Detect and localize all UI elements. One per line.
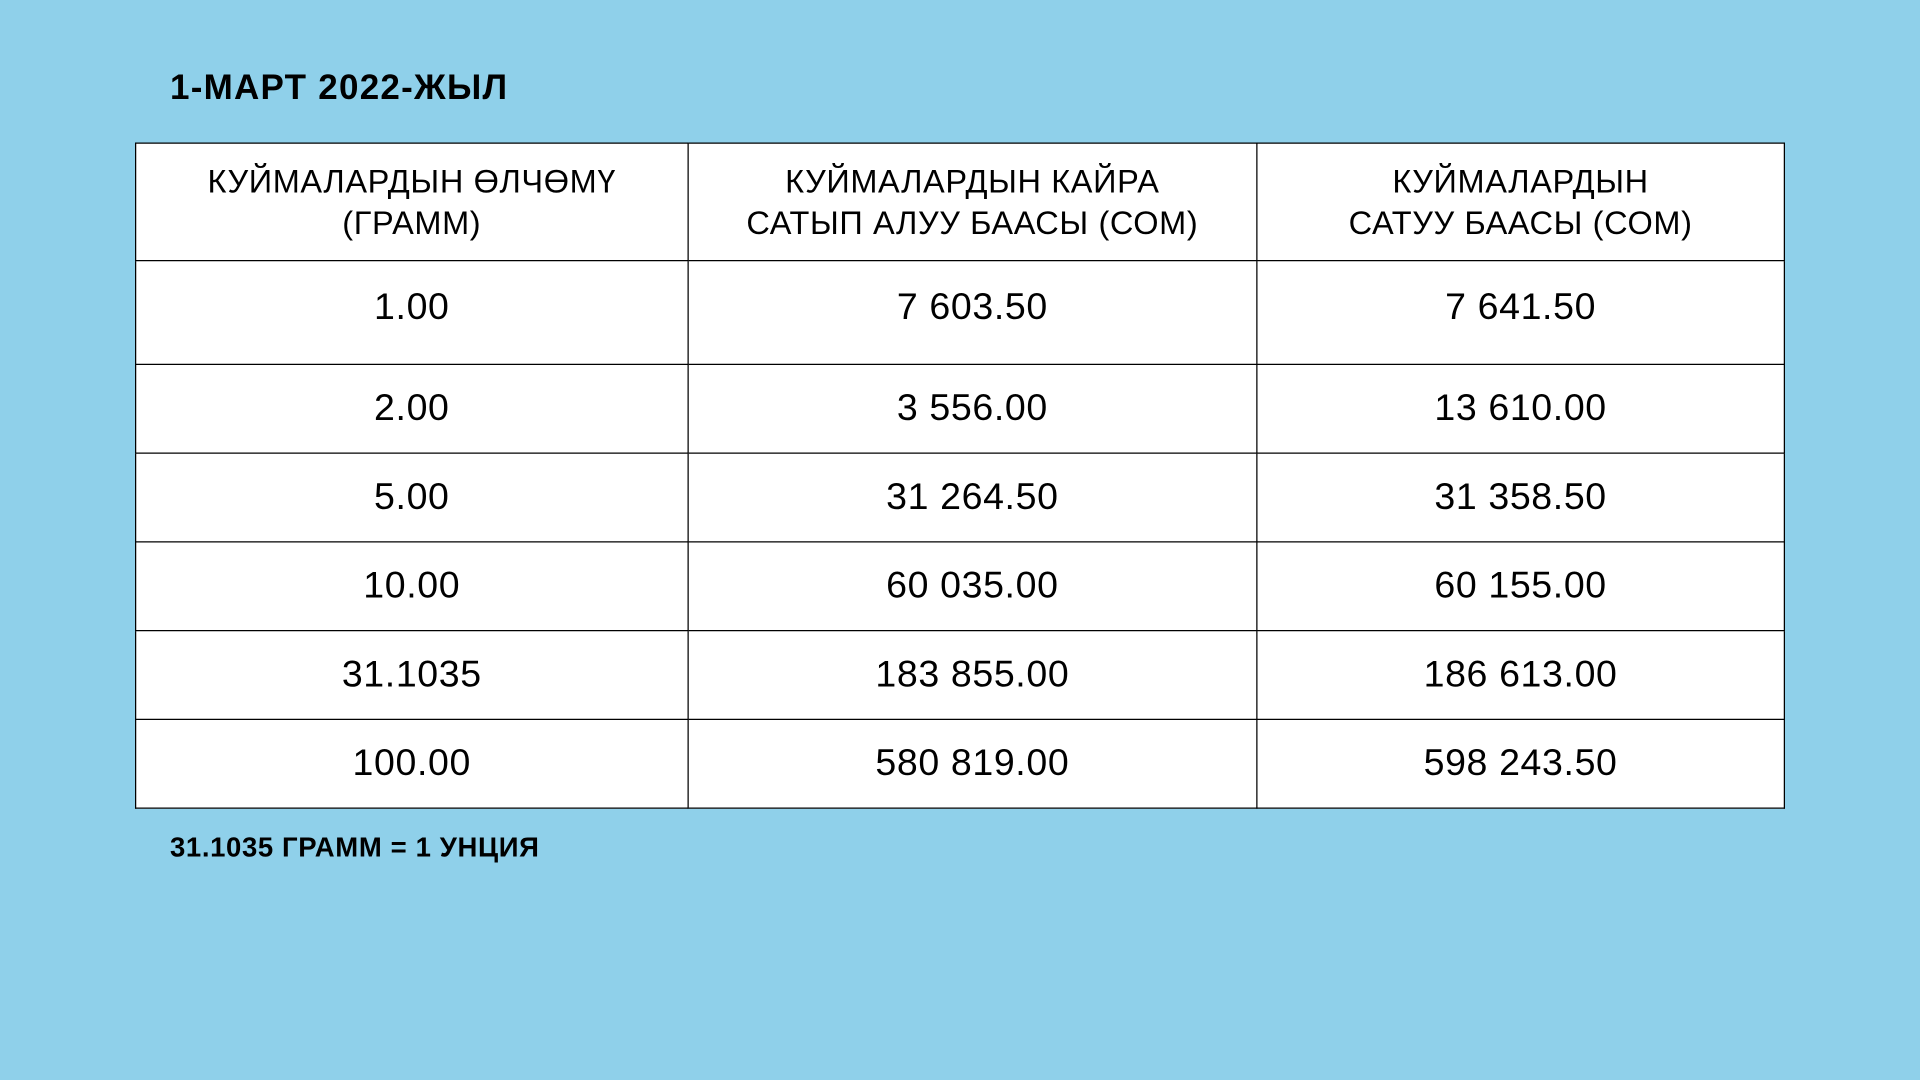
cell-sell: 7 641.50 xyxy=(1257,261,1785,365)
cell-buy: 31 264.50 xyxy=(688,453,1257,542)
cell-sell: 13 610.00 xyxy=(1257,364,1785,453)
table-row: 31.1035 183 855.00 186 613.00 xyxy=(136,631,1785,720)
cell-size: 31.1035 xyxy=(136,631,688,720)
table-row: 10.00 60 035.00 60 155.00 xyxy=(136,542,1785,631)
date-title: 1-МАРТ 2022-ЖЫЛ xyxy=(170,68,1785,108)
table-header-row: КУЙМАЛАРДЫН ӨЛЧӨМҮ (ГРАММ) КУЙМАЛАРДЫН К… xyxy=(136,143,1785,261)
cell-buy: 60 035.00 xyxy=(688,542,1257,631)
cell-size: 2.00 xyxy=(136,364,688,453)
header-sell-l2: САТУУ БААСЫ (СОМ) xyxy=(1349,203,1693,241)
cell-sell: 60 155.00 xyxy=(1257,542,1785,631)
header-size-l1: КУЙМАЛАРДЫН ӨЛЧӨМҮ xyxy=(208,163,617,201)
cell-size: 5.00 xyxy=(136,453,688,542)
table-row: 5.00 31 264.50 31 358.50 xyxy=(136,453,1785,542)
cell-buy: 183 855.00 xyxy=(688,631,1257,720)
table-row: 1.00 7 603.50 7 641.50 xyxy=(136,261,1785,365)
header-buy-l2: САТЫП АЛУУ БААСЫ (СОМ) xyxy=(746,203,1198,241)
footnote: 31.1035 ГРАММ = 1 УНЦИЯ xyxy=(170,831,1785,864)
cell-sell: 186 613.00 xyxy=(1257,631,1785,720)
header-buy-l1: КУЙМАЛАРДЫН КАЙРА xyxy=(785,163,1159,201)
table-row: 2.00 3 556.00 13 610.00 xyxy=(136,364,1785,453)
header-size-l2: (ГРАММ) xyxy=(342,203,481,241)
cell-size: 1.00 xyxy=(136,261,688,365)
cell-sell: 598 243.50 xyxy=(1257,719,1785,808)
header-buy: КУЙМАЛАРДЫН КАЙРА САТЫП АЛУУ БААСЫ (СОМ) xyxy=(688,143,1257,261)
header-size: КУЙМАЛАРДЫН ӨЛЧӨМҮ (ГРАММ) xyxy=(136,143,688,261)
cell-buy: 580 819.00 xyxy=(688,719,1257,808)
cell-buy: 7 603.50 xyxy=(688,261,1257,365)
table-row: 100.00 580 819.00 598 243.50 xyxy=(136,719,1785,808)
price-table: КУЙМАЛАРДЫН ӨЛЧӨМҮ (ГРАММ) КУЙМАЛАРДЫН К… xyxy=(135,143,1785,809)
cell-sell: 31 358.50 xyxy=(1257,453,1785,542)
cell-size: 10.00 xyxy=(136,542,688,631)
cell-size: 100.00 xyxy=(136,719,688,808)
header-sell: КУЙМАЛАРДЫН САТУУ БААСЫ (СОМ) xyxy=(1257,143,1785,261)
cell-buy: 3 556.00 xyxy=(688,364,1257,453)
header-sell-l1: КУЙМАЛАРДЫН xyxy=(1392,163,1648,201)
